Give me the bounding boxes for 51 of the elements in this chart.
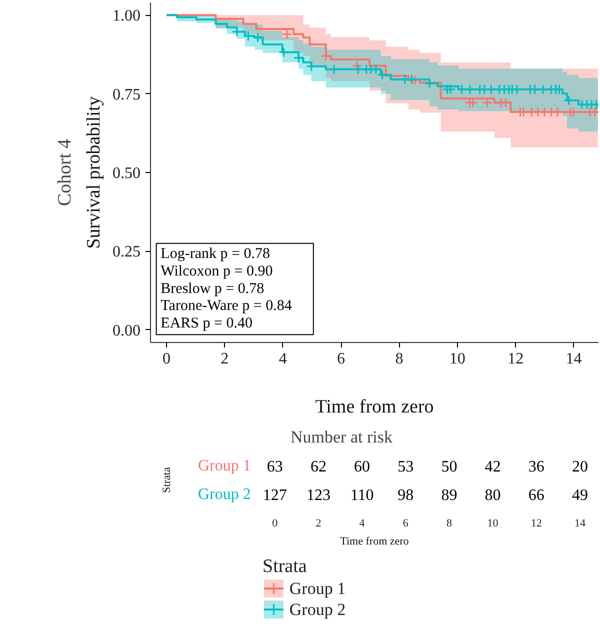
data-label: 62 (310, 458, 326, 476)
annotation: Tarone-Ware p = 0.84 (160, 298, 292, 314)
legend-title: Strata (262, 556, 308, 577)
y-tick-label: 0.50 (112, 165, 140, 182)
y-tick-label: 0.00 (112, 322, 140, 340)
x-tick-label: 2 (316, 518, 322, 530)
annotation: Log-rank p = 0.78 (160, 246, 270, 262)
legend-label: Group 1 (289, 579, 346, 598)
y-tick-label: 0.75 (112, 86, 140, 104)
data-label: 127 (262, 486, 287, 504)
legend-label: Group 2 (289, 600, 346, 619)
x-tick-label: 8 (446, 518, 452, 530)
chart-title: Number at risk (290, 428, 393, 446)
x-tick-label: 4 (278, 350, 287, 368)
data-label: 110 (350, 486, 374, 504)
x-tick-label: 8 (395, 350, 404, 368)
data-label: 36 (528, 458, 544, 476)
data-label: 20 (572, 458, 588, 476)
data-label: 50 (441, 458, 458, 476)
data-label: 98 (398, 486, 414, 504)
x-tick-label: 6 (402, 518, 409, 530)
data-label: 53 (398, 458, 414, 476)
annotation: EARS p = 0.40 (160, 315, 252, 332)
data-label: 89 (441, 486, 458, 504)
x-tick-label: 6 (337, 350, 346, 368)
x-tick-label: 10 (449, 350, 466, 368)
x-tick-label: 12 (508, 350, 524, 368)
x-tick-label: 12 (530, 518, 542, 530)
y-tick-label: 1.00 (112, 8, 140, 25)
x-tick-label: 14 (574, 518, 586, 530)
data-label: 123 (306, 486, 330, 504)
x-axis-title: Time from zero (315, 396, 434, 418)
annotation: Breslow p = 0.78 (160, 280, 264, 297)
x-tick-label: 0 (272, 518, 278, 530)
data-label: 80 (484, 486, 501, 504)
data-label: 42 (484, 458, 501, 476)
data-label: 66 (528, 486, 544, 504)
x-axis-title: Time from zero (340, 536, 410, 548)
data-label: 49 (572, 486, 588, 504)
x-tick-label: 14 (566, 350, 582, 368)
y-axis-title: Survival probability (84, 96, 104, 249)
x-tick-label: 2 (220, 350, 229, 368)
y-tick-label: 0.25 (112, 244, 140, 261)
y-axis-title: Strata (160, 467, 173, 493)
x-tick-label: 10 (487, 518, 499, 530)
annotation: Wilcoxon p = 0.90 (160, 264, 273, 280)
x-tick-label: 4 (359, 518, 366, 530)
text: Cohort 4 (54, 138, 76, 206)
x-tick-label: 0 (162, 350, 170, 368)
data-label: 63 (266, 458, 283, 476)
data-label: 60 (354, 458, 370, 476)
